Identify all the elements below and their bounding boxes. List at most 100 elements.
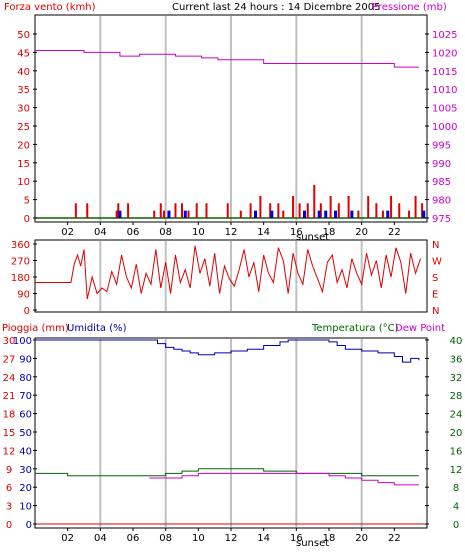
y-tick-label: 1005 [432,104,457,115]
wind-axis-label: Forza vento (kmh) [4,2,96,13]
x-tick-label: 22 [388,533,401,544]
panel-2-frame [34,239,428,313]
x-tick-label: 04 [94,227,107,238]
y-tick-label: W [432,257,442,268]
y-tick-label: 12 [450,465,463,476]
x-tick-label: 06 [127,533,140,544]
y-tick-label: 32 [450,373,463,384]
y-tick-label: 975 [432,214,451,225]
y-tick-label: 20 [17,140,30,151]
y-tick-label: 1015 [432,67,457,78]
umidita-line [35,339,420,363]
y-tick-label: 21 [3,391,16,402]
y-tick-label: 1000 [432,122,457,133]
y-tick-label: 24 [450,410,463,421]
y-tick-label: 40 [450,336,463,347]
y-tick-label: 0 [6,520,12,531]
y-tick-label: 30 [17,104,30,115]
y-tick-label: 18 [3,410,16,421]
y-tick-label: 24 [3,373,16,384]
y-tick-label: S [432,273,438,284]
y-tick-label: 10 [19,502,32,513]
panel-1-data [35,50,426,219]
rain-axis-label: Pioggia (mm) [2,323,69,334]
sunset-label-3: sunset [296,538,329,549]
x-tick-label: 08 [159,227,172,238]
x-tick-label: 10 [192,227,205,238]
y-tick-label: 16 [450,446,463,457]
y-tick-label: 40 [19,446,32,457]
y-tick-label: 270 [11,257,30,268]
y-tick-label: 360 [11,240,30,251]
y-tick-label: 15 [3,428,16,439]
wind-direction-line [35,245,421,300]
y-tick-label: 0 [24,306,30,317]
x-tick-label: 14 [257,227,270,238]
direction-degree-ticks: 360 270 180 90 0 [11,240,37,317]
pressure-axis-ticks: 1025 1020 1015 1010 1005 1000 995 990 985 980 975 [425,30,457,225]
x-tick-label: 16 [290,533,303,544]
y-tick-label: 985 [432,177,451,188]
x-tick-label: 02 [61,533,74,544]
x-tick-label: 20 [355,533,368,544]
y-tick-label: 60 [19,410,32,421]
panel-1-grid [99,16,363,221]
y-tick-label: 5 [24,196,30,207]
panel-2-grid [99,241,363,311]
y-tick-label: 20 [450,428,463,439]
x-tick-label: 14 [257,533,270,544]
panel-1-time-ticks: 02 04 06 08 10 12 14 16 18 20 22 [61,222,401,238]
y-tick-label: 70 [19,391,32,402]
pressure-axis-label: Pressione (mb) [372,2,447,13]
y-tick-label: 15 [17,159,30,170]
panel-3-time-ticks: 02 04 06 08 10 12 14 16 18 20 22 [61,528,401,544]
y-tick-label: N [432,240,439,251]
x-tick-label: 06 [127,227,140,238]
humidity-axis-label: Umidita (%) [67,323,127,334]
y-tick-label: 20 [19,483,32,494]
x-tick-label: 22 [388,227,401,238]
x-tick-label: 18 [323,227,336,238]
y-tick-label: 980 [432,196,451,207]
y-tick-label: 40 [17,67,30,78]
y-tick-label: 36 [450,354,463,365]
x-tick-label: 02 [61,227,74,238]
panel-3-data [35,339,427,525]
y-tick-label: 100 [13,336,32,347]
chart-title: Current last 24 hours : 14 Dicembre 2005 [172,2,381,13]
y-tick-label: 12 [3,446,16,457]
y-tick-label: 8 [453,483,459,494]
x-tick-label: 04 [94,533,107,544]
y-tick-label: 35 [17,85,30,96]
x-tick-label: 16 [290,227,303,238]
y-tick-label: 4 [453,502,459,513]
x-tick-label: 10 [192,533,205,544]
x-tick-label: 20 [355,227,368,238]
y-tick-label: 28 [450,391,463,402]
y-tick-label: 45 [17,48,30,59]
y-tick-label: 90 [19,354,32,365]
y-tick-label: 0 [453,520,459,531]
y-tick-label: 1025 [432,30,457,41]
pressure-line [35,50,419,68]
dewpoint-axis-label: Dew Point [395,323,445,334]
temperatura-c-line [35,468,419,477]
panel-3-grid [99,339,363,527]
y-tick-label: 3 [6,502,12,513]
y-tick-label: N [432,306,439,317]
y-tick-label: 27 [3,354,16,365]
x-tick-label: 18 [323,533,336,544]
y-tick-label: 25 [17,122,30,133]
y-tick-label: 10 [17,177,30,188]
y-tick-label: 1020 [432,48,457,59]
y-tick-label: 995 [432,140,451,151]
x-tick-label: 12 [225,533,238,544]
